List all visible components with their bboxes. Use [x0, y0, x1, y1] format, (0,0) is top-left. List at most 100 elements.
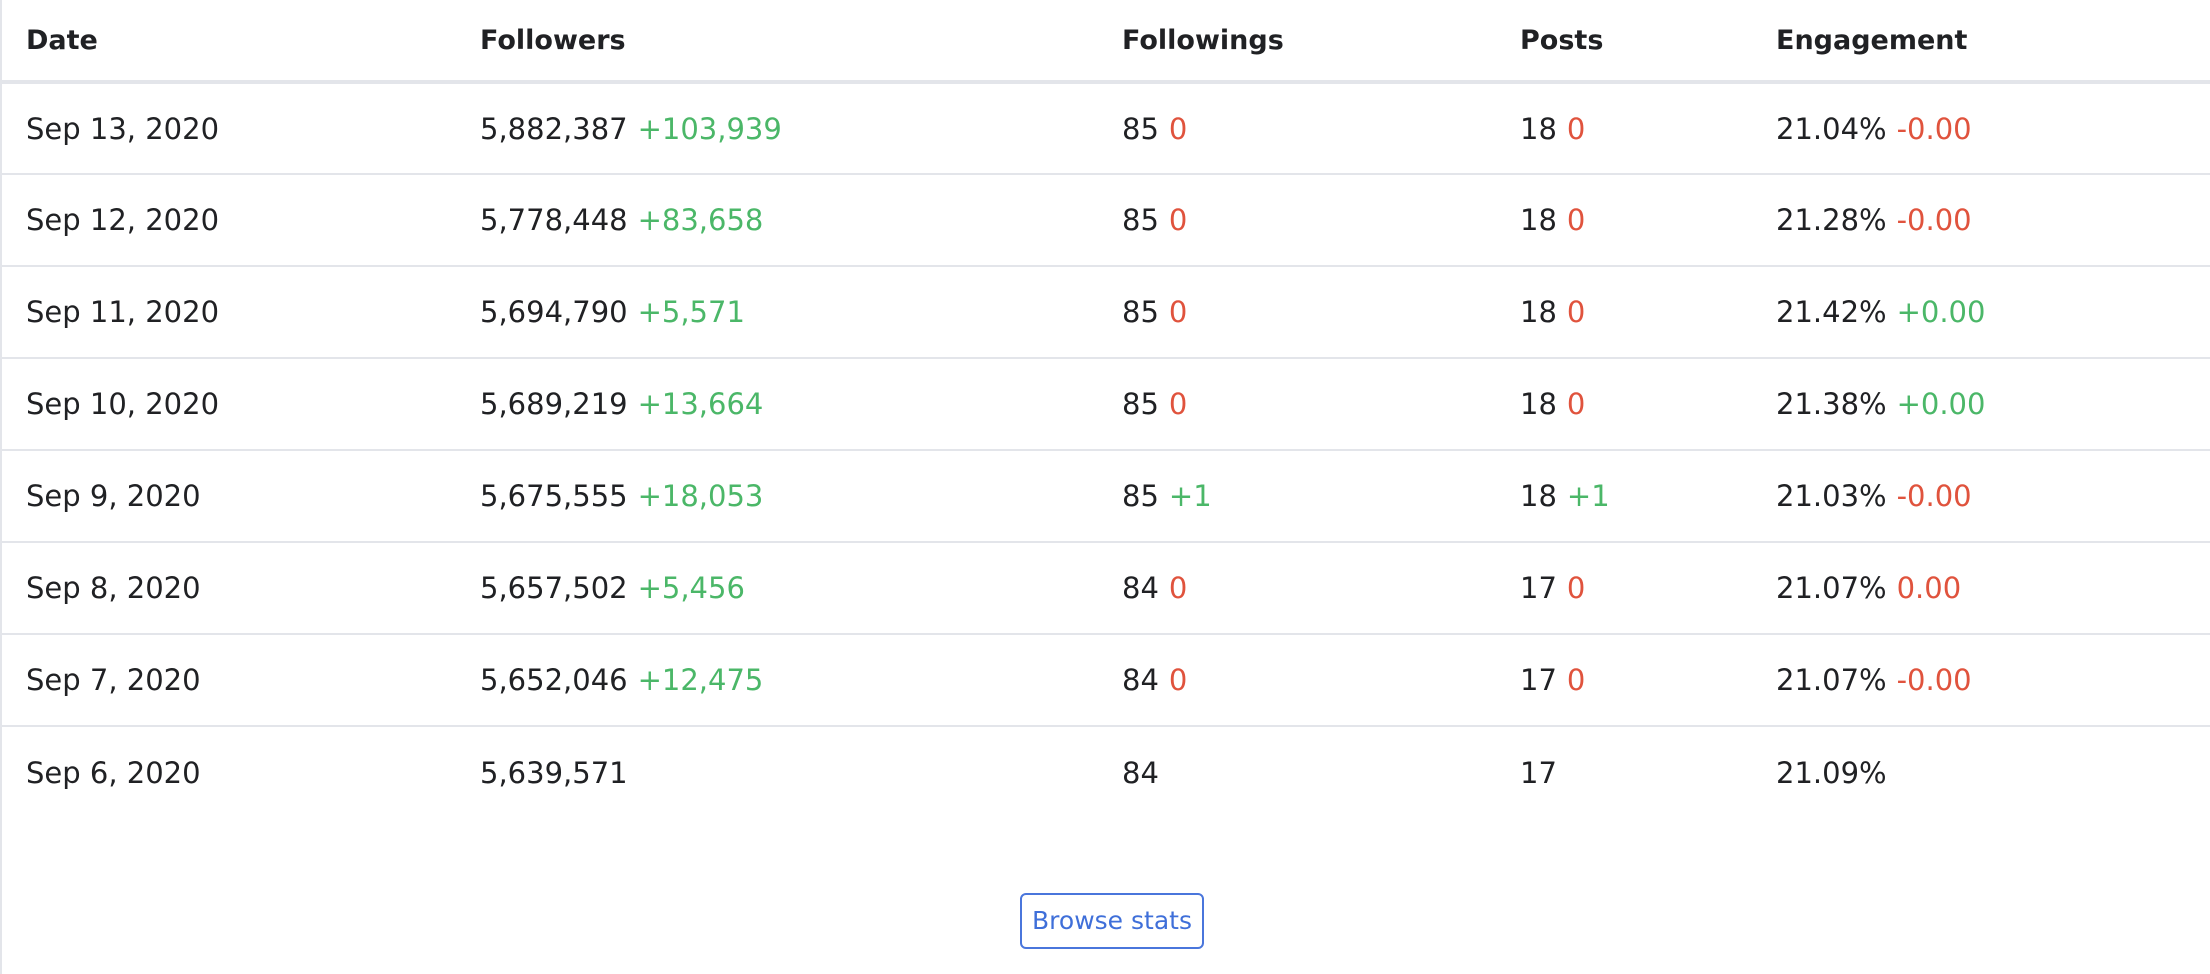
- engagement-value: 21.42%: [1776, 295, 1887, 329]
- posts-value: 18: [1520, 479, 1557, 513]
- followings-cell: 84: [1122, 726, 1520, 818]
- followers-cell: 5,657,502 +5,456: [480, 542, 1122, 635]
- followers-value: 5,657,502: [480, 571, 628, 605]
- posts-value: 18: [1520, 203, 1557, 237]
- followers-delta: +5,571: [637, 295, 745, 329]
- engagement-cell: 21.28% -0.00: [1776, 174, 2210, 267]
- followers-delta: +18,053: [637, 479, 764, 513]
- followings-value: 85: [1122, 111, 1159, 146]
- followings-cell: 85 0: [1122, 82, 1520, 175]
- followings-cell: 85 +1: [1122, 450, 1520, 543]
- followers-value: 5,689,219: [480, 387, 628, 421]
- followings-cell: 85 0: [1122, 358, 1520, 451]
- column-header-date: Date: [2, 0, 480, 84]
- date-cell: Sep 10, 2020: [2, 358, 480, 451]
- engagement-value: 21.28%: [1776, 203, 1887, 237]
- followers-value: 5,652,046: [480, 663, 628, 697]
- followings-delta: 0: [1168, 203, 1188, 237]
- engagement-delta: +0.00: [1896, 295, 1986, 329]
- table-row: Sep 12, 2020 5,778,448 +83,658 85 0 18 0 21…: [2, 174, 2210, 267]
- date-cell: Sep 8, 2020: [2, 542, 480, 635]
- engagement-delta: -0.00: [1896, 111, 1972, 146]
- followers-cell: 5,694,790 +5,571: [480, 266, 1122, 359]
- engagement-delta: -0.00: [1896, 203, 1972, 237]
- engagement-value: 21.04%: [1776, 111, 1887, 146]
- followings-value: 85: [1122, 387, 1159, 421]
- engagement-cell: 21.07% -0.00: [1776, 634, 2210, 727]
- date-cell: Sep 9, 2020: [2, 450, 480, 543]
- posts-cell: 17 0: [1520, 542, 1776, 635]
- posts-cell: 18 0: [1520, 358, 1776, 451]
- followers-cell: 5,675,555 +18,053: [480, 450, 1122, 543]
- column-header-followers: Followers: [480, 0, 1122, 84]
- followings-value: 85: [1122, 295, 1159, 329]
- posts-value: 18: [1520, 111, 1557, 146]
- posts-value: 17: [1520, 571, 1557, 605]
- engagement-cell: 21.42% +0.00: [1776, 266, 2210, 359]
- engagement-value: 21.03%: [1776, 479, 1887, 513]
- followers-delta: +13,664: [637, 387, 764, 421]
- followers-delta: +12,475: [637, 663, 764, 697]
- posts-delta: +1: [1566, 479, 1610, 513]
- table-row: Sep 10, 2020 5,689,219 +13,664 85 0 18 0 21…: [2, 358, 2210, 451]
- engagement-value: 21.07%: [1776, 571, 1887, 605]
- followings-value: 84: [1122, 755, 1159, 790]
- posts-cell: 18 +1: [1520, 450, 1776, 543]
- followings-value: 85: [1122, 479, 1159, 513]
- followings-delta: 0: [1168, 295, 1188, 329]
- engagement-cell: 21.09%: [1776, 726, 2210, 818]
- followings-cell: 84 0: [1122, 634, 1520, 727]
- followings-cell: 84 0: [1122, 542, 1520, 635]
- posts-value: 17: [1520, 663, 1557, 697]
- followings-value: 84: [1122, 571, 1159, 605]
- followings-delta: 0: [1168, 571, 1188, 605]
- posts-cell: 18 0: [1520, 266, 1776, 359]
- posts-cell: 18 0: [1520, 174, 1776, 267]
- posts-cell: 17 0: [1520, 634, 1776, 727]
- engagement-cell: 21.38% +0.00: [1776, 358, 2210, 451]
- column-header-followings: Followings: [1122, 0, 1520, 84]
- followers-value: 5,675,555: [480, 479, 628, 513]
- posts-delta: 0: [1566, 387, 1586, 421]
- followers-cell: 5,652,046 +12,475: [480, 634, 1122, 727]
- followings-cell: 85 0: [1122, 174, 1520, 267]
- engagement-value: 21.38%: [1776, 387, 1887, 421]
- posts-value: 17: [1520, 755, 1557, 790]
- followers-cell: 5,639,571: [480, 726, 1122, 818]
- column-header-engagement: Engagement: [1776, 0, 2210, 84]
- followers-cell: 5,778,448 +83,658: [480, 174, 1122, 267]
- date-cell: Sep 13, 2020: [2, 82, 480, 175]
- posts-cell: 17: [1520, 726, 1776, 818]
- followings-delta: 0: [1168, 111, 1188, 146]
- table-body: Sep 13, 2020 5,882,387 +103,939 85 0 18 0 2…: [2, 82, 2210, 818]
- posts-delta: 0: [1566, 295, 1586, 329]
- stats-table: Date Followers Followings Posts Engageme…: [2, 0, 2210, 818]
- date-cell: Sep 12, 2020: [2, 174, 480, 267]
- followers-value: 5,694,790: [480, 295, 628, 329]
- engagement-delta: +0.00: [1896, 387, 1986, 421]
- followers-delta: +103,939: [637, 111, 782, 146]
- posts-cell: 18 0: [1520, 82, 1776, 175]
- engagement-cell: 21.07% 0.00: [1776, 542, 2210, 635]
- posts-value: 18: [1520, 295, 1557, 329]
- date-cell: Sep 6, 2020: [26, 755, 201, 790]
- followers-cell: 5,689,219 +13,664: [480, 358, 1122, 451]
- engagement-value: 21.09%: [1776, 755, 1887, 790]
- followings-value: 84: [1122, 663, 1159, 697]
- engagement-delta: -0.00: [1896, 663, 1972, 697]
- table-row: Sep 9, 2020 5,675,555 +18,053 85 +1 18 +1 2…: [2, 450, 2210, 543]
- header-row: Date Followers Followings Posts Engageme…: [2, 0, 2210, 84]
- followings-cell: 85 0: [1122, 266, 1520, 359]
- table-row: Sep 8, 2020 5,657,502 +5,456 84 0 17 0 21.0…: [2, 542, 2210, 635]
- followings-delta: +1: [1168, 479, 1212, 513]
- engagement-delta: 0.00: [1896, 571, 1962, 605]
- posts-delta: 0: [1566, 203, 1586, 237]
- engagement-delta: -0.00: [1896, 479, 1972, 513]
- posts-value: 18: [1520, 387, 1557, 421]
- browse-stats-button[interactable]: Browse stats: [1020, 893, 1204, 949]
- date-cell: Sep 7, 2020: [2, 634, 480, 727]
- followings-value: 85: [1122, 203, 1159, 237]
- table-row: Sep 7, 2020 5,652,046 +12,475 84 0 17 0 21.…: [2, 634, 2210, 727]
- followings-delta: 0: [1168, 387, 1188, 421]
